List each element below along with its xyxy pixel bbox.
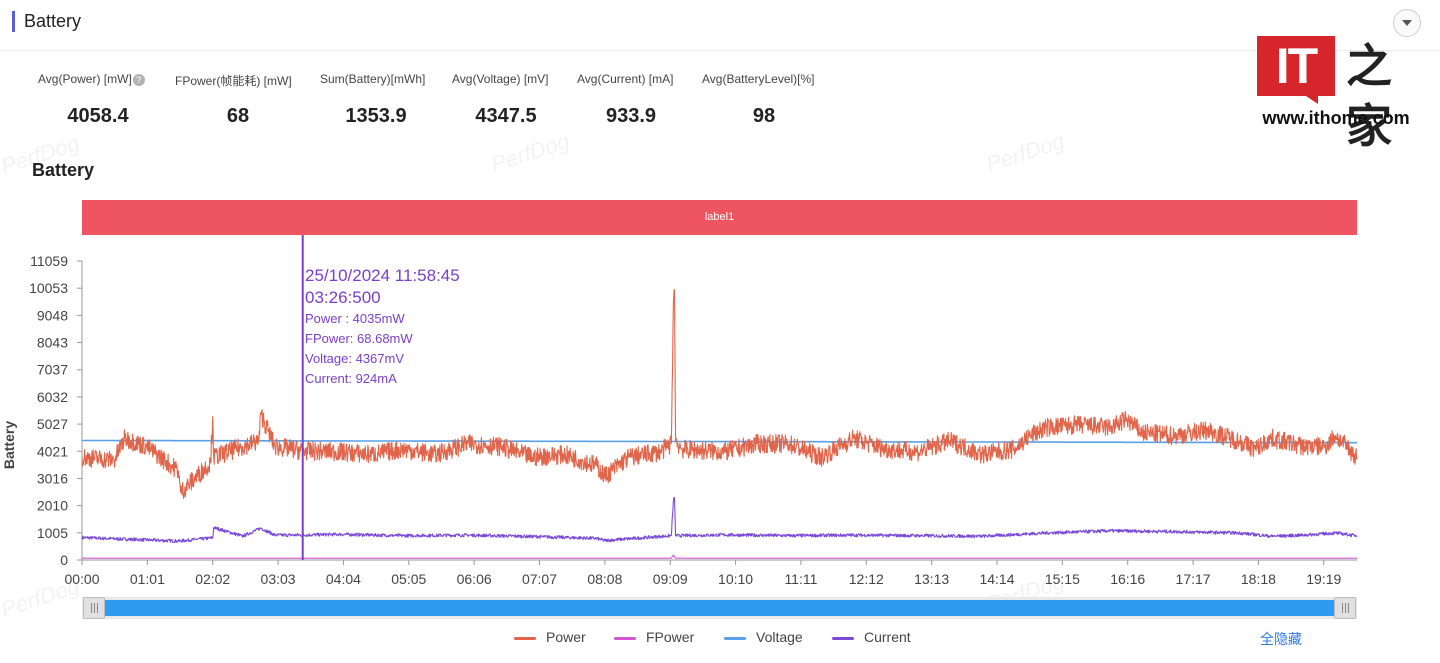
x-tick-label: 16:16 bbox=[1110, 571, 1145, 587]
help-icon[interactable]: ? bbox=[132, 73, 145, 86]
tooltip-current: Current: 924mA bbox=[305, 371, 397, 386]
x-tick-label: 06:06 bbox=[457, 571, 492, 587]
stat-avg-current-label: Avg(Current) [mA] bbox=[577, 72, 674, 86]
legend-label: Current bbox=[864, 629, 911, 645]
y-axis-label: Battery bbox=[1, 421, 17, 469]
legend-item-fpower[interactable]: FPower bbox=[614, 629, 694, 645]
y-tick-label: 2010 bbox=[37, 498, 68, 514]
current-series-line bbox=[81, 496, 1358, 544]
y-tick-label: 11059 bbox=[30, 253, 68, 269]
y-tick-label: 8043 bbox=[37, 335, 68, 351]
x-tick-label: 10:10 bbox=[718, 571, 753, 587]
legend-swatch bbox=[724, 636, 746, 640]
logo-it-mark: IT bbox=[1257, 36, 1335, 96]
zoom-slider-left-handle[interactable] bbox=[83, 597, 105, 619]
stat-avg-power-label: Avg(Power) [mW]? bbox=[38, 72, 145, 86]
legend-swatch bbox=[832, 636, 854, 640]
y-tick-label: 4021 bbox=[37, 443, 68, 459]
watermark: PerfDog bbox=[487, 128, 573, 177]
label-band[interactable]: label1 bbox=[82, 200, 1357, 235]
stat-fpower-label: FPower(帧能耗) [mW] bbox=[175, 74, 292, 88]
x-tick-label: 00:00 bbox=[64, 571, 99, 587]
x-tick-label: 03:03 bbox=[261, 571, 296, 587]
legend-swatch bbox=[614, 636, 636, 640]
y-tick-label: 6032 bbox=[37, 389, 68, 405]
x-tick-label: 09:09 bbox=[653, 571, 688, 587]
battery-line-chart[interactable]: 0 1005 2010 3016 4021 5027 6032 7037 8043 9048 100… bbox=[0, 235, 1440, 595]
y-tick-label: 9048 bbox=[37, 307, 68, 323]
x-tick-label: 05:05 bbox=[391, 571, 426, 587]
ithome-logo: IT 之家 www.ithome.com bbox=[1256, 36, 1416, 153]
tooltip-date: 25/10/2024 11:58:45 bbox=[305, 266, 460, 285]
x-tick-label: 12:12 bbox=[849, 571, 884, 587]
stat-avg-voltage-value: 4347.5 bbox=[475, 105, 537, 127]
y-tick-label: 10053 bbox=[29, 280, 68, 296]
panel-header: Battery bbox=[0, 0, 1440, 51]
chart-title: Battery bbox=[32, 160, 95, 180]
legend-item-current[interactable]: Current bbox=[832, 629, 911, 645]
x-tick-label: 18:18 bbox=[1241, 571, 1276, 587]
y-tick-label: 5027 bbox=[37, 416, 68, 432]
x-tick-label: 17:17 bbox=[1176, 571, 1211, 587]
x-tick-label: 01:01 bbox=[130, 571, 165, 587]
x-axis: 00:00 01:01 02:02 03:03 04:04 05:05 06:06 07:07… bbox=[64, 559, 1357, 587]
collapse-dropdown-button[interactable] bbox=[1393, 9, 1421, 37]
series-layer bbox=[81, 289, 1358, 559]
power-series-line bbox=[81, 289, 1358, 499]
tooltip-fpower: FPower: 68.68mW bbox=[305, 331, 413, 346]
stat-avg-current-value: 933.9 bbox=[605, 105, 657, 127]
x-tick-label: 14:14 bbox=[979, 571, 1014, 587]
logo-chinese-text: 之家 bbox=[1346, 39, 1392, 153]
stat-avg-power-value: 4058.4 bbox=[67, 105, 129, 127]
x-tick-label: 07:07 bbox=[522, 571, 557, 587]
header-accent-bar bbox=[12, 11, 15, 32]
stat-avg-voltage-label: Avg(Voltage) [mV] bbox=[452, 72, 549, 86]
x-tick-label: 02:02 bbox=[195, 571, 230, 587]
legend-item-power[interactable]: Power bbox=[514, 629, 586, 645]
x-tick-label: 15:15 bbox=[1045, 571, 1080, 587]
x-tick-label: 08:08 bbox=[587, 571, 622, 587]
stat-avg-battery-level-value: 98 bbox=[752, 105, 776, 127]
zoom-slider-range[interactable] bbox=[104, 600, 1336, 616]
voltage-series-line bbox=[81, 439, 1358, 444]
stat-sum-battery-label: Sum(Battery)[mWh] bbox=[320, 72, 426, 86]
hide-all-link[interactable]: 全隐藏 bbox=[1260, 631, 1302, 647]
x-tick-label: 04:04 bbox=[326, 571, 361, 587]
logo-url: www.ithome.com bbox=[1262, 108, 1410, 128]
cursor-tooltip: 25/10/2024 11:58:45 03:26:500 Power : 40… bbox=[305, 266, 460, 386]
zoom-slider-right-handle[interactable] bbox=[1334, 597, 1356, 619]
watermark: PerfDog bbox=[982, 128, 1068, 177]
tooltip-power: Power : 4035mW bbox=[305, 311, 405, 326]
legend-label: Power bbox=[546, 629, 586, 645]
fpower-series-line bbox=[81, 554, 1358, 559]
legend-label: FPower bbox=[646, 629, 695, 645]
y-tick-label: 1005 bbox=[37, 525, 68, 541]
x-tick-label: 11:11 bbox=[784, 571, 817, 587]
y-tick-label: 7037 bbox=[37, 362, 68, 378]
panel-title: Battery bbox=[24, 11, 82, 31]
y-axis: 0 1005 2010 3016 4021 5027 6032 7037 8043 9048 100… bbox=[29, 253, 83, 568]
legend-swatch bbox=[514, 636, 536, 640]
tooltip-voltage: Voltage: 4367mV bbox=[305, 351, 404, 366]
stat-fpower-value: 68 bbox=[226, 105, 250, 127]
legend-label: Voltage bbox=[756, 629, 803, 645]
x-tick-label: 19:19 bbox=[1306, 571, 1341, 587]
x-tick-label: 13:13 bbox=[914, 571, 949, 587]
tooltip-time: 03:26:500 bbox=[305, 288, 381, 307]
legend-item-voltage[interactable]: Voltage bbox=[724, 629, 803, 645]
logo-speech-tail bbox=[1306, 96, 1318, 104]
y-tick-label: 0 bbox=[60, 552, 68, 568]
stat-sum-battery-value: 1353.9 bbox=[345, 105, 407, 127]
stat-avg-battery-level-label: Avg(BatteryLevel)[%] bbox=[702, 72, 815, 86]
stat-label-text: Avg(Power) [mW] bbox=[38, 72, 132, 86]
y-tick-label: 3016 bbox=[37, 470, 68, 486]
